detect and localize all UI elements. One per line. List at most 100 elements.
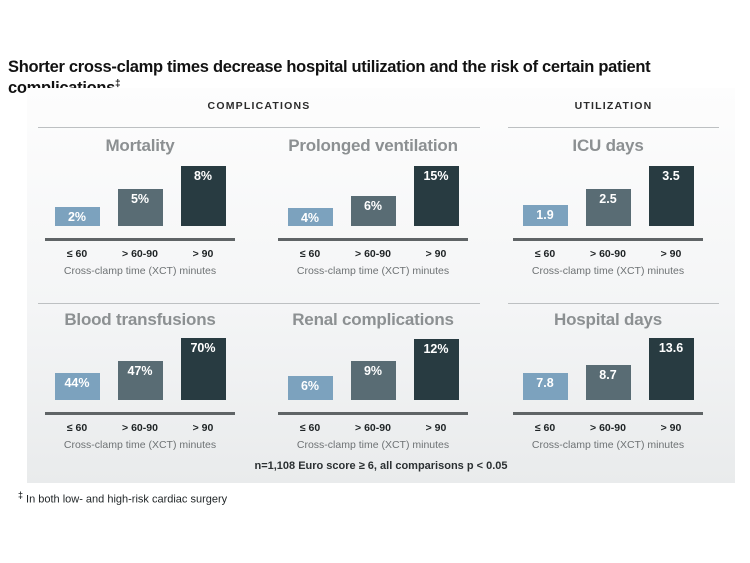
bar-le60: 7.8 xyxy=(522,373,568,400)
bar-group: 44% 47% 70% xyxy=(45,336,235,400)
category-label: ≤ 60 xyxy=(534,248,556,260)
category-label: ≤ 60 xyxy=(299,248,321,260)
bar-le60: 2% xyxy=(54,207,100,226)
bar-gt90: 8% xyxy=(180,166,226,226)
bar-value-label: 2.5 xyxy=(599,192,617,206)
category-label: > 90 xyxy=(660,422,682,434)
axis-baseline xyxy=(278,412,468,415)
footnote-text: In both low- and high-risk cardiac surge… xyxy=(26,493,228,506)
bar-value-label: 8% xyxy=(193,169,213,183)
x-axis-label: Cross-clamp time (XCT) minutes xyxy=(296,439,450,451)
bar-value-label: 8.7 xyxy=(599,368,617,382)
axis-baseline xyxy=(513,238,703,241)
x-axis-label: Cross-clamp time (XCT) minutes xyxy=(63,265,217,277)
x-axis-label: Cross-clamp time (XCT) minutes xyxy=(296,265,450,277)
bar-group: 7.8 8.7 13.6 xyxy=(513,336,703,400)
bar-value-label: 44% xyxy=(64,376,90,390)
category-label: ≤ 60 xyxy=(534,422,556,434)
chart-icu-days: ICU days 1.9 2.5 3.5 ≤ 60 > 60-90 > 90 C… xyxy=(513,132,703,277)
separator-line xyxy=(38,127,480,128)
category-row: ≤ 60 > 60-90 > 90 xyxy=(513,248,703,260)
separator-line xyxy=(508,127,719,128)
bar-value-label: 4% xyxy=(300,211,320,225)
chart-prolonged-ventilation: Prolonged ventilation 4% 6% 15% ≤ 60 > 6… xyxy=(278,132,468,277)
category-label: > 60-90 xyxy=(590,422,626,434)
x-axis-label: Cross-clamp time (XCT) minutes xyxy=(531,439,685,451)
category-label: > 90 xyxy=(192,248,214,260)
category-row: ≤ 60 > 60-90 > 90 xyxy=(513,422,703,434)
category-label: > 60-90 xyxy=(122,248,158,260)
bar-value-label: 6% xyxy=(300,379,320,393)
chart-renal-complications: Renal complications 6% 9% 12% ≤ 60 > 60-… xyxy=(278,306,468,451)
bar-le60: 4% xyxy=(287,208,333,226)
axis-baseline xyxy=(45,412,235,415)
bar-group: 6% 9% 12% xyxy=(278,336,468,400)
separator-line xyxy=(508,303,719,304)
chart-blood-transfusions: Blood transfusions 44% 47% 70% ≤ 60 > 60… xyxy=(45,306,235,451)
axis-baseline xyxy=(45,238,235,241)
bar-le60: 44% xyxy=(54,373,100,400)
bar-value-label: 7.8 xyxy=(536,376,554,390)
page-title-footnote-marker: ‡ xyxy=(115,78,121,90)
bar-le60: 1.9 xyxy=(522,205,568,226)
category-label: ≤ 60 xyxy=(66,248,88,260)
footnote: ‡ In both low- and high-risk cardiac surg… xyxy=(18,490,227,506)
bar-value-label: 3.5 xyxy=(662,169,680,183)
chart-title: Blood transfusions xyxy=(64,310,216,329)
bar-value-label: 47% xyxy=(127,364,153,378)
bar-60-90: 9% xyxy=(350,361,396,400)
bar-le60: 6% xyxy=(287,376,333,400)
bar-gt90: 70% xyxy=(180,338,226,400)
axis-baseline xyxy=(278,238,468,241)
bar-gt90: 13.6 xyxy=(648,338,694,400)
category-label: > 60-90 xyxy=(355,422,391,434)
chart-title: Hospital days xyxy=(554,310,662,329)
chart-title: ICU days xyxy=(572,136,644,155)
bar-gt90: 12% xyxy=(413,339,459,400)
chart-title: Renal complications xyxy=(292,310,454,329)
bar-60-90: 2.5 xyxy=(585,189,631,226)
bar-60-90: 8.7 xyxy=(585,365,631,400)
chart-mortality: Mortality 2% 5% 8% ≤ 60 > 60-90 > 90 Cro… xyxy=(45,132,235,277)
section-header-utilization: UTILIZATION xyxy=(574,100,653,112)
category-label: ≤ 60 xyxy=(299,422,321,434)
bar-value-label: 15% xyxy=(423,169,449,183)
bar-value-label: 2% xyxy=(67,210,87,224)
bar-group: 1.9 2.5 3.5 xyxy=(513,162,703,226)
category-label: > 90 xyxy=(660,248,682,260)
bar-60-90: 6% xyxy=(350,196,396,226)
bar-value-label: 70% xyxy=(190,341,216,355)
bar-value-label: 1.9 xyxy=(536,208,554,222)
footnote-marker: ‡ xyxy=(18,490,24,500)
category-row: ≤ 60 > 60-90 > 90 xyxy=(45,422,235,434)
bar-value-label: 9% xyxy=(363,364,383,378)
bar-value-label: 6% xyxy=(363,199,383,213)
bar-value-label: 12% xyxy=(423,342,449,356)
x-axis-label: Cross-clamp time (XCT) minutes xyxy=(63,439,217,451)
infographic-panel: COMPLICATIONS UTILIZATION Mortality 2% 5… xyxy=(27,88,735,483)
bar-60-90: 47% xyxy=(117,361,163,400)
category-label: > 60-90 xyxy=(355,248,391,260)
bar-gt90: 3.5 xyxy=(648,166,694,226)
section-header-complications: COMPLICATIONS xyxy=(207,100,311,112)
category-row: ≤ 60 > 60-90 > 90 xyxy=(45,248,235,260)
category-label: > 90 xyxy=(425,422,447,434)
bar-60-90: 5% xyxy=(117,189,163,226)
bar-group: 2% 5% 8% xyxy=(45,162,235,226)
category-label: > 90 xyxy=(425,248,447,260)
chart-title: Mortality xyxy=(105,136,175,155)
category-label: > 60-90 xyxy=(590,248,626,260)
category-label: ≤ 60 xyxy=(66,422,88,434)
chart-title: Prolonged ventilation xyxy=(288,136,458,155)
separator-line xyxy=(38,303,480,304)
bar-value-label: 13.6 xyxy=(658,341,684,355)
category-row: ≤ 60 > 60-90 > 90 xyxy=(278,422,468,434)
bar-group: 4% 6% 15% xyxy=(278,162,468,226)
category-row: ≤ 60 > 60-90 > 90 xyxy=(278,248,468,260)
axis-baseline xyxy=(513,412,703,415)
sample-size-note: n=1,108 Euro score ≥ 6, all comparisons … xyxy=(254,460,508,472)
chart-hospital-days: Hospital days 7.8 8.7 13.6 ≤ 60 > 60-90 … xyxy=(513,306,703,451)
bar-gt90: 15% xyxy=(413,166,459,226)
category-label: > 90 xyxy=(192,422,214,434)
category-label: > 60-90 xyxy=(122,422,158,434)
